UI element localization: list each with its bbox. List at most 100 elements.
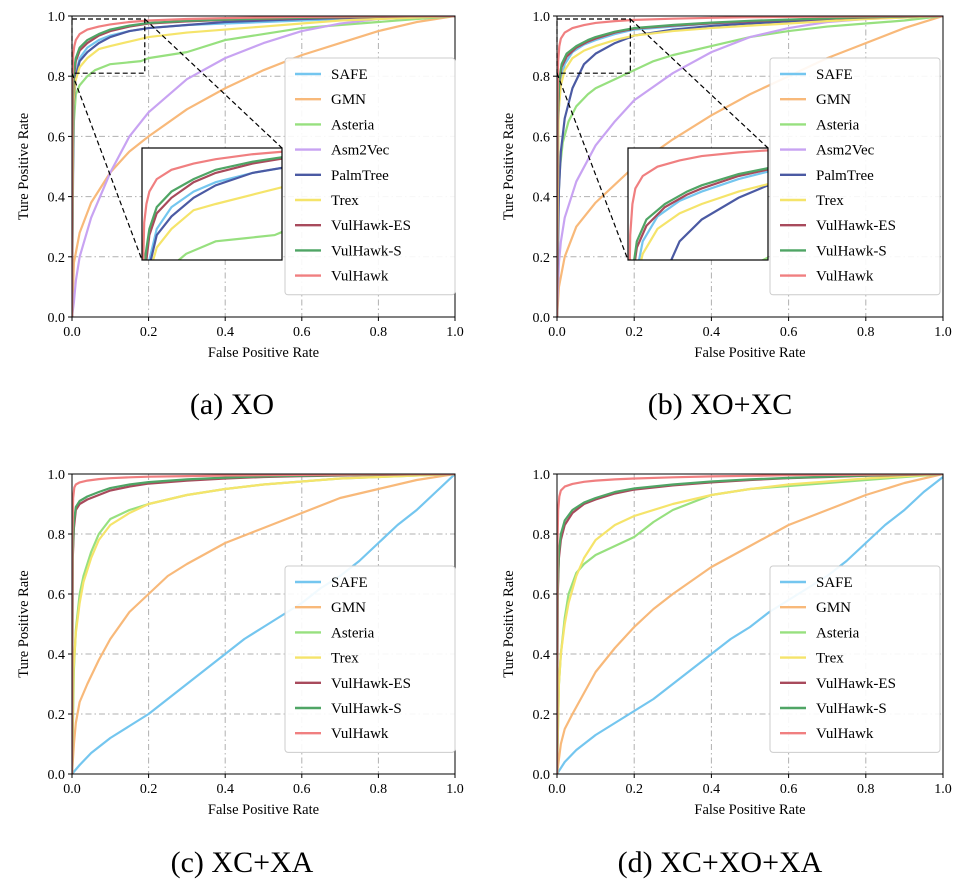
x-axis-label: False Positive Rate — [694, 345, 805, 361]
legend-label: Asteria — [331, 625, 375, 641]
legend-label: Asteria — [331, 117, 375, 133]
x-tick-label: 0.8 — [370, 325, 388, 340]
y-tick-label: 0.8 — [533, 528, 551, 543]
legend-label: VulHawk-ES — [816, 676, 896, 692]
x-tick-label: 0.6 — [293, 325, 311, 340]
zoom-connector-line — [71, 72, 143, 261]
series-group — [557, 16, 943, 317]
legend-label: VulHawk-ES — [816, 218, 896, 234]
x-tick-label: 0.0 — [63, 782, 81, 797]
x-tick-label: 0.6 — [293, 782, 311, 797]
series-line-vulhawk — [557, 16, 943, 317]
y-tick-label: 1.0 — [533, 468, 551, 483]
series-group — [557, 474, 943, 774]
zoom-region-box — [71, 18, 146, 74]
series-group — [72, 16, 455, 317]
chart-panel-1: 0.0 0.2 0.4 0.6 0.8 1.0 0.0 0.2 0.4 0.6 0.8 1.0 Fals… — [16, 10, 464, 421]
y-tick-label: 0.8 — [48, 70, 66, 85]
zoom-connector-line — [556, 72, 629, 261]
x-tick-label: 0.0 — [548, 782, 566, 797]
y-axis-label: Ture Positive Rate — [501, 113, 517, 220]
legend-label: VulHawk-S — [331, 243, 402, 259]
chart-panel-2: 0.0 0.2 0.4 0.6 0.8 1.0 0.0 0.2 0.4 0.6 0.8 1.0 Fals… — [501, 10, 952, 421]
x-tick-label: 1.0 — [934, 782, 952, 797]
series-line-vulhawk — [72, 16, 455, 317]
series-line-asm2vec — [72, 16, 455, 317]
series-line-trex — [72, 474, 455, 774]
y-tick-label: 0.6 — [48, 588, 66, 603]
x-tick-label: 0.0 — [63, 325, 81, 340]
x-tick-label: 0.8 — [857, 782, 875, 797]
y-tick-label: 0.8 — [48, 528, 66, 543]
series-line-vulhawk — [557, 474, 943, 774]
legend-label: Asteria — [816, 117, 860, 133]
series-line-safe — [72, 474, 455, 774]
legend-label: Trex — [331, 193, 359, 209]
x-tick-label: 0.2 — [625, 325, 643, 340]
series-group — [72, 474, 455, 774]
series-line-trex — [557, 474, 943, 774]
x-tick-label: 0.8 — [857, 325, 875, 340]
inset-line-trex — [152, 186, 282, 260]
legend-label: VulHawk-S — [331, 701, 402, 717]
x-axis-label: False Positive Rate — [208, 802, 319, 818]
legend: SAFE GMN Asteria Asm2Vec PalmTree Trex VulHawk… — [284, 57, 456, 296]
panel-caption: (c) XC+XA — [171, 846, 314, 879]
legend: SAFE GMN Asteria Asm2Vec PalmTree Trex VulHawk… — [769, 57, 941, 296]
series-line-vulhawk-s — [557, 16, 943, 317]
series-line-vulhawk — [72, 474, 455, 774]
x-tick-label: 0.4 — [216, 782, 234, 797]
series-line-trex — [72, 16, 455, 317]
y-tick-label: 0.0 — [48, 768, 66, 783]
x-tick-label: 0.2 — [140, 325, 158, 340]
legend-box — [284, 57, 456, 296]
x-tick-label: 0.0 — [548, 325, 566, 340]
y-tick-label: 0.4 — [48, 648, 66, 663]
x-axis-label: False Positive Rate — [694, 802, 805, 818]
x-tick-label: 0.6 — [780, 325, 798, 340]
legend-label: Asm2Vec — [331, 143, 390, 159]
inset-line-vulhawk — [628, 149, 768, 260]
legend-label: VulHawk — [816, 269, 874, 285]
zoom-region-box — [556, 18, 631, 74]
legend-box — [769, 565, 941, 753]
x-tick-label: 0.4 — [216, 325, 234, 340]
legend-label: SAFE — [816, 575, 853, 591]
legend-label: GMN — [816, 600, 851, 616]
inset-line-vulhawk — [142, 150, 282, 260]
legend-label: PalmTree — [331, 168, 389, 184]
legend-label: GMN — [331, 600, 366, 616]
legend-label: VulHawk-ES — [331, 676, 411, 692]
legend-label: Trex — [816, 651, 844, 667]
series-line-gmn — [557, 474, 943, 774]
y-tick-label: 0.4 — [533, 648, 551, 663]
x-tick-label: 1.0 — [446, 325, 464, 340]
legend-label: Asm2Vec — [816, 143, 875, 159]
x-tick-label: 0.4 — [703, 325, 721, 340]
chart-panel-4: 0.0 0.2 0.4 0.6 0.8 1.0 0.0 0.2 0.4 0.6 0.8 1.0 Fals… — [501, 468, 952, 879]
panel-caption: (d) XC+XO+XA — [618, 846, 823, 879]
legend-label: VulHawk — [331, 269, 389, 285]
x-tick-label: 1.0 — [934, 325, 952, 340]
x-axis-label: False Positive Rate — [208, 345, 319, 361]
y-tick-label: 0.4 — [533, 191, 551, 206]
zoom-connector-line — [144, 18, 283, 149]
plot-frame — [556, 473, 944, 775]
legend-label: GMN — [331, 92, 366, 108]
legend-label: Trex — [816, 193, 844, 209]
legend-label: VulHawk — [331, 726, 389, 742]
y-axis-label: Ture Positive Rate — [16, 113, 32, 220]
inset-series-group — [142, 150, 282, 260]
legend-label: SAFE — [331, 575, 368, 591]
y-tick-label: 0.4 — [48, 191, 66, 206]
legend-label: VulHawk — [816, 726, 874, 742]
x-tick-label: 0.4 — [703, 782, 721, 797]
y-tick-label: 0.0 — [533, 768, 551, 783]
legend-label: VulHawk-S — [816, 701, 887, 717]
y-axis-label: Ture Positive Rate — [501, 570, 517, 677]
series-line-gmn — [72, 474, 455, 774]
y-tick-label: 0.2 — [533, 708, 551, 723]
panel-caption: (b) XO+XC — [648, 388, 792, 421]
legend: SAFE GMN Asteria Trex VulHawk-ES VulHawk-S Vul… — [769, 565, 941, 753]
